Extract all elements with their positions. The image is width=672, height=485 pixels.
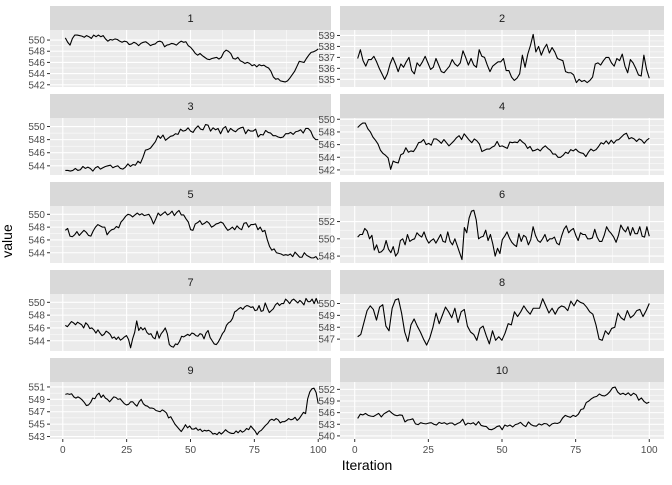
- x-tick-label: 0: [352, 445, 358, 456]
- y-tick-label: 546: [318, 408, 335, 419]
- series-line-2: [357, 33, 650, 84]
- y-tick-label: 547: [28, 407, 45, 418]
- y-tick-label: 546: [318, 140, 335, 151]
- facet-strip-label: 8: [499, 277, 505, 289]
- facet-panel-6: 6 548 550 552: [318, 182, 664, 263]
- y-tick-label: 537: [318, 53, 335, 64]
- x-tick-label: 50: [496, 445, 508, 456]
- series-line-5: [64, 209, 319, 261]
- series-line-1: [64, 34, 319, 83]
- series-line-9: [65, 387, 319, 436]
- y-tick-label: 546: [28, 235, 45, 246]
- y-tick-label: 549: [318, 311, 335, 322]
- x-tick-label: 75: [570, 445, 582, 456]
- facet-strip-label: 9: [187, 365, 193, 377]
- facet-strip: [50, 6, 331, 30]
- y-tick-label: 548: [28, 311, 45, 322]
- y-tick-label: 536: [318, 64, 335, 75]
- facet-strip-label: 4: [499, 101, 505, 113]
- y-tick-label: 540: [318, 431, 335, 442]
- x-tick-label: 25: [423, 445, 435, 456]
- y-tick-label: 549: [28, 395, 45, 406]
- facet-strip-label: 6: [499, 189, 505, 201]
- y-tick-label: 545: [28, 420, 45, 431]
- y-tick-label: 550: [28, 122, 45, 133]
- y-tick-label: 548: [28, 47, 45, 58]
- y-tick-label: 548: [28, 223, 45, 234]
- facet-strip: [340, 6, 664, 30]
- y-axis-title: value: [0, 224, 15, 258]
- y-tick-label: 548: [28, 135, 45, 146]
- y-tick-label: 550: [28, 36, 45, 47]
- y-tick-label: 547: [318, 335, 335, 346]
- y-tick-label: 544: [318, 153, 335, 164]
- y-tick-label: 546: [28, 148, 45, 159]
- y-tick-label: 542: [318, 165, 335, 176]
- facet-panel-3: 3 544 546 548 550: [28, 94, 331, 175]
- y-tick-label: 550: [28, 210, 45, 221]
- facet-strip: [340, 94, 664, 118]
- y-tick-label: 535: [318, 75, 335, 86]
- series-line-8: [357, 298, 650, 346]
- facet-strip: [340, 358, 664, 382]
- y-tick-label: 550: [318, 234, 335, 245]
- y-tick-label: 543: [28, 432, 45, 443]
- series-line-3: [65, 124, 319, 172]
- y-tick-label: 548: [318, 252, 335, 263]
- facet-strip-label: 5: [187, 189, 193, 201]
- facet-strip: [50, 358, 331, 382]
- y-tick-label: 550: [28, 298, 45, 309]
- y-tick-label: 550: [318, 115, 335, 126]
- y-tick-label: 549: [318, 397, 335, 408]
- facet-panels: 1542544546548550253553653753853935445465…: [28, 6, 664, 456]
- x-tick-label: 25: [121, 445, 133, 456]
- y-tick-label: 538: [318, 42, 335, 53]
- facet-strip: [340, 182, 664, 206]
- x-tick-label: 75: [249, 445, 261, 456]
- y-tick-label: 546: [28, 58, 45, 69]
- facet-strip: [50, 94, 331, 118]
- facet-strip-label: 3: [187, 101, 193, 113]
- y-tick-label: 544: [28, 336, 45, 347]
- x-tick-label: 100: [310, 445, 327, 456]
- series-line-7: [65, 297, 319, 349]
- series-line-10: [357, 386, 650, 431]
- facet-strip-label: 1: [187, 13, 193, 25]
- facet-strip: [340, 270, 664, 294]
- y-tick-label: 548: [318, 323, 335, 334]
- y-tick-label: 539: [318, 31, 335, 42]
- y-tick-label: 544: [28, 69, 45, 80]
- facet-strip-label: 10: [496, 365, 508, 377]
- facet-strip-label: 2: [499, 13, 505, 25]
- series-line-6: [357, 209, 650, 261]
- x-tick-label: 50: [185, 445, 197, 456]
- y-tick-label: 550: [318, 299, 335, 310]
- y-tick-label: 543: [318, 420, 335, 431]
- y-tick-label: 544: [28, 161, 45, 172]
- x-axis-title: Iteration: [342, 457, 393, 473]
- facet-strip: [50, 270, 331, 294]
- x-tick-label: 100: [641, 445, 658, 456]
- y-tick-label: 546: [28, 323, 45, 334]
- series-line-4: [357, 122, 650, 170]
- y-tick-label: 544: [28, 248, 45, 259]
- y-tick-label: 548: [318, 127, 335, 138]
- facet-strip-label: 7: [187, 277, 193, 289]
- y-tick-label: 551: [28, 382, 45, 393]
- x-tick-label: 0: [60, 445, 66, 456]
- facet-strip: [50, 182, 331, 206]
- y-tick-label: 552: [318, 217, 335, 228]
- y-tick-label: 552: [318, 385, 335, 396]
- y-tick-label: 542: [28, 80, 45, 91]
